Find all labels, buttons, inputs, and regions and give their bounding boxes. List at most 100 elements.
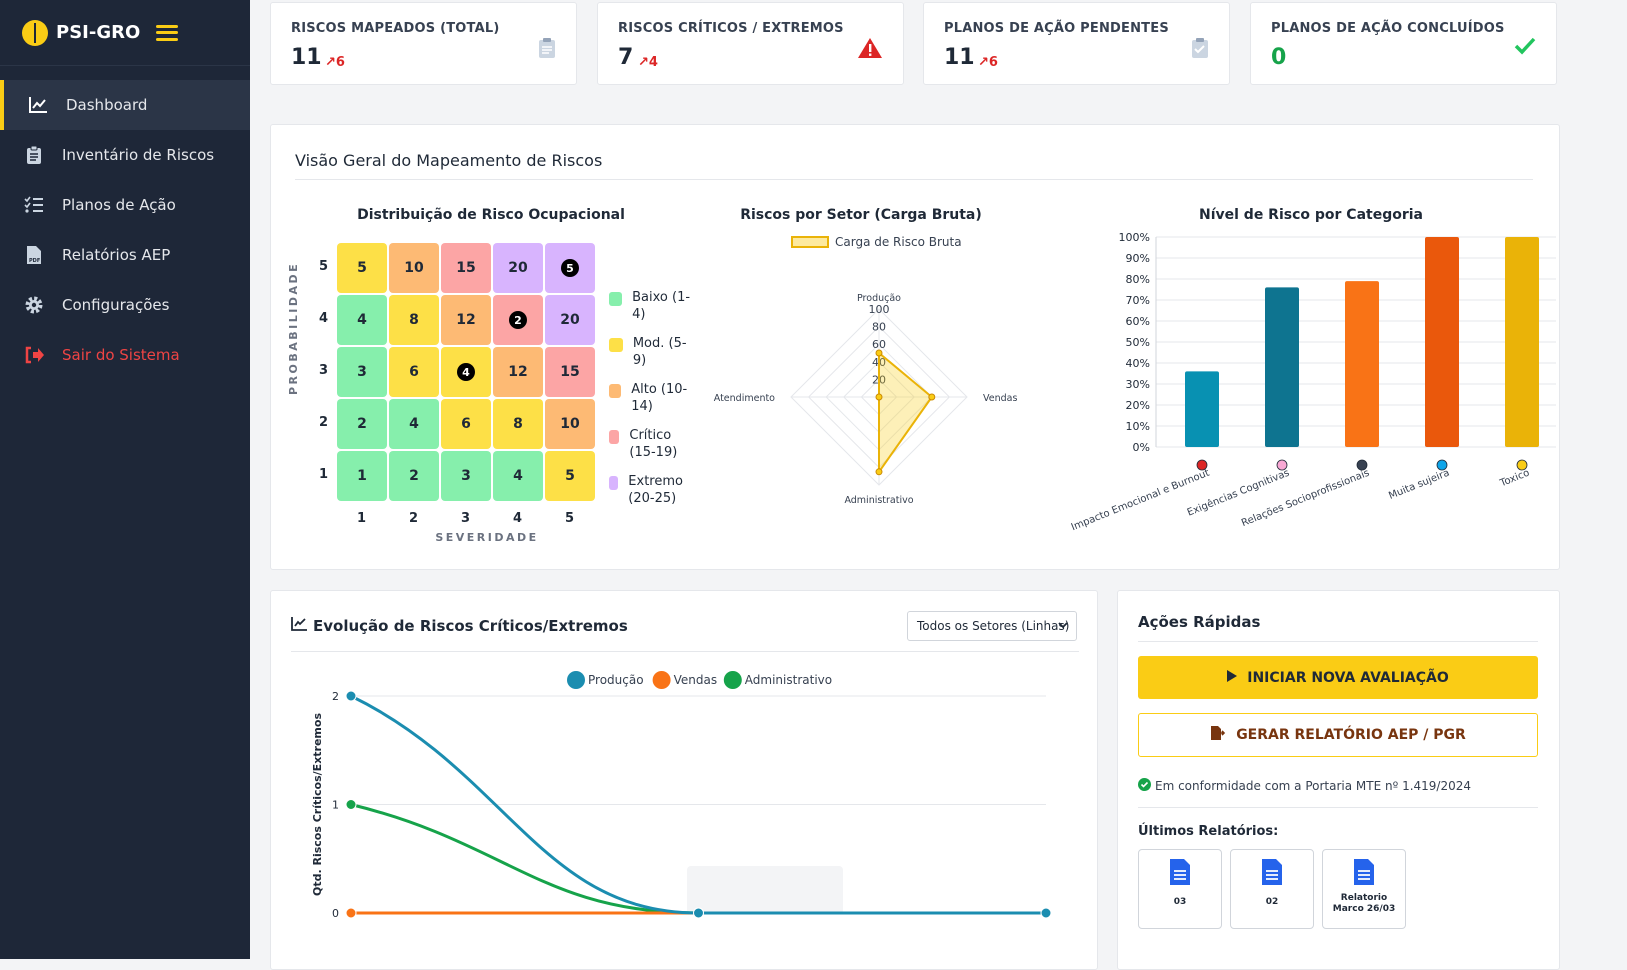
svg-text:PDF: PDF bbox=[29, 258, 40, 264]
matrix-col-label: 1 bbox=[357, 511, 367, 526]
kpi-card-planos-pendentes: PLANOS DE AÇÃO PENDENTES 11 ↗6 bbox=[923, 2, 1230, 85]
kpi-value: 11 bbox=[944, 45, 975, 70]
matrix-cell[interactable]: 8 bbox=[389, 295, 439, 345]
report-item[interactable]: 03 bbox=[1138, 849, 1222, 929]
radar-axis-label: Produção bbox=[857, 293, 901, 304]
matrix-cell[interactable]: 10 bbox=[545, 399, 595, 449]
bar[interactable] bbox=[1265, 287, 1299, 447]
line-y-tick-label: 0 bbox=[332, 907, 339, 920]
matrix-cell[interactable]: 8 bbox=[493, 399, 543, 449]
line-point[interactable] bbox=[693, 907, 704, 919]
bar-y-tick-label: 80% bbox=[1126, 273, 1150, 286]
start-assessment-button[interactable]: INICIAR NOVA AVALIAÇÃO bbox=[1138, 656, 1538, 699]
bar[interactable] bbox=[1505, 237, 1539, 447]
tooltip-placeholder bbox=[687, 866, 843, 914]
matrix-cell[interactable]: 6 bbox=[389, 347, 439, 397]
matrix-cell[interactable]: 4 bbox=[441, 347, 491, 397]
matrix-cell[interactable]: 2 bbox=[337, 399, 387, 449]
chart-line-icon bbox=[28, 95, 48, 115]
matrix-cell[interactable]: 2 bbox=[493, 295, 543, 345]
bar-category-label: Toxico bbox=[1498, 468, 1531, 490]
matrix-cell[interactable]: 4 bbox=[337, 295, 387, 345]
bar[interactable] bbox=[1345, 281, 1379, 447]
divider bbox=[295, 179, 1533, 180]
sidebar-item-label: Configurações bbox=[62, 296, 170, 314]
sidebar-item-relatorios[interactable]: PDF Relatórios AEP bbox=[0, 230, 250, 280]
sidebar-item-inventario[interactable]: Inventário de Riscos bbox=[0, 130, 250, 180]
matrix-cell[interactable]: 12 bbox=[493, 347, 543, 397]
trend-up-icon: ↗ bbox=[325, 55, 336, 70]
hazard-icon bbox=[1516, 459, 1528, 471]
risk-count-badge: 4 bbox=[457, 363, 475, 381]
radar-point[interactable] bbox=[875, 393, 883, 401]
recent-reports-title: Últimos Relatórios: bbox=[1138, 824, 1279, 839]
line-point[interactable] bbox=[345, 690, 357, 702]
matrix-cell[interactable]: 20 bbox=[493, 243, 543, 293]
radar-point[interactable] bbox=[875, 468, 883, 476]
line-legend-label[interactable]: Produção bbox=[588, 673, 644, 687]
sidebar-item-sair[interactable]: Sair do Sistema bbox=[0, 330, 250, 380]
clipboard-icon bbox=[24, 145, 44, 165]
bar[interactable] bbox=[1185, 371, 1219, 447]
document-icon bbox=[1139, 858, 1221, 889]
matrix-cell[interactable]: 4 bbox=[389, 399, 439, 449]
matrix-cell[interactable]: 1 bbox=[337, 451, 387, 501]
line-legend-marker bbox=[567, 671, 585, 689]
bar-y-tick-label: 90% bbox=[1126, 252, 1150, 265]
risk-count-badge: 2 bbox=[509, 311, 527, 329]
matrix-cell[interactable]: 3 bbox=[441, 451, 491, 501]
report-item[interactable]: 02 bbox=[1230, 849, 1314, 929]
heart-icon bbox=[1196, 459, 1208, 471]
matrix-cell[interactable]: 15 bbox=[545, 347, 595, 397]
sidebar-item-configuracoes[interactable]: Configurações bbox=[0, 280, 250, 330]
main-content: RISCOS MAPEADOS (TOTAL) 11 ↗6 RISCOS CRÍ… bbox=[250, 0, 1627, 970]
trend-up-icon: ↗ bbox=[638, 55, 649, 70]
bar-y-tick-label: 0% bbox=[1133, 441, 1150, 454]
radar-point[interactable] bbox=[875, 349, 883, 357]
divider bbox=[1138, 807, 1538, 808]
matrix-cell[interactable]: 4 bbox=[493, 451, 543, 501]
hamburger-menu-icon[interactable] bbox=[156, 24, 179, 41]
radar-chart-title: Riscos por Setor (Carga Bruta) bbox=[740, 207, 982, 223]
line-legend-label[interactable]: Vendas bbox=[674, 673, 718, 687]
bar-y-tick-label: 100% bbox=[1119, 231, 1150, 244]
bar[interactable] bbox=[1425, 237, 1459, 447]
matrix-cell[interactable]: 12 bbox=[441, 295, 491, 345]
matrix-cell[interactable]: 5 bbox=[545, 243, 595, 293]
matrix-cell[interactable]: 15 bbox=[441, 243, 491, 293]
sidebar-item-dashboard[interactable]: Dashboard bbox=[0, 80, 250, 130]
line-series[interactable] bbox=[350, 694, 1046, 915]
radar-point[interactable] bbox=[928, 393, 936, 401]
matrix-cell[interactable]: 10 bbox=[389, 243, 439, 293]
bar-chart-title: Nível de Risco por Categoria bbox=[1198, 207, 1424, 223]
gear-icon bbox=[24, 295, 44, 315]
pdf-file-icon: PDF bbox=[24, 245, 44, 265]
matrix-cell[interactable]: 6 bbox=[441, 399, 491, 449]
legend-label: Crítico (15-19) bbox=[629, 428, 678, 460]
report-item[interactable]: Relatorio Marco 26/03 bbox=[1322, 849, 1406, 929]
matrix-cell[interactable]: 5 bbox=[545, 451, 595, 501]
sector-select[interactable]: Todos os Setores (Linhas) bbox=[907, 611, 1077, 641]
brain-icon bbox=[1276, 459, 1288, 471]
line-legend-marker bbox=[723, 671, 742, 689]
sidebar-item-planos[interactable]: Planos de Ação bbox=[0, 180, 250, 230]
play-icon bbox=[1227, 669, 1238, 686]
kpi-label: PLANOS DE AÇÃO PENDENTES bbox=[944, 21, 1169, 36]
matrix-cell[interactable]: 5 bbox=[337, 243, 387, 293]
matrix-cell[interactable]: 20 bbox=[545, 295, 595, 345]
line-point[interactable] bbox=[345, 907, 357, 919]
generate-report-button[interactable]: GERAR RELATÓRIO AEP / PGR bbox=[1138, 713, 1538, 757]
matrix-col-label: 5 bbox=[565, 511, 575, 526]
matrix-row-label: 5 bbox=[319, 259, 329, 274]
matrix-cell[interactable]: 3 bbox=[337, 347, 387, 397]
matrix-cell[interactable]: 2 bbox=[389, 451, 439, 501]
line-legend-label[interactable]: Administrativo bbox=[745, 673, 832, 687]
bar-category-label: Relações Socioprofissionais bbox=[1240, 468, 1371, 530]
report-label: 02 bbox=[1265, 897, 1279, 907]
kpi-card-riscos-criticos: RISCOS CRÍTICOS / EXTREMOS 7 ↗4 bbox=[597, 2, 904, 85]
line-point[interactable] bbox=[1040, 907, 1052, 919]
bar-y-tick-label: 40% bbox=[1126, 357, 1150, 370]
line-point[interactable] bbox=[345, 799, 357, 810]
kpi-value: 11 bbox=[291, 45, 322, 70]
chevron-down-icon bbox=[1058, 619, 1068, 633]
